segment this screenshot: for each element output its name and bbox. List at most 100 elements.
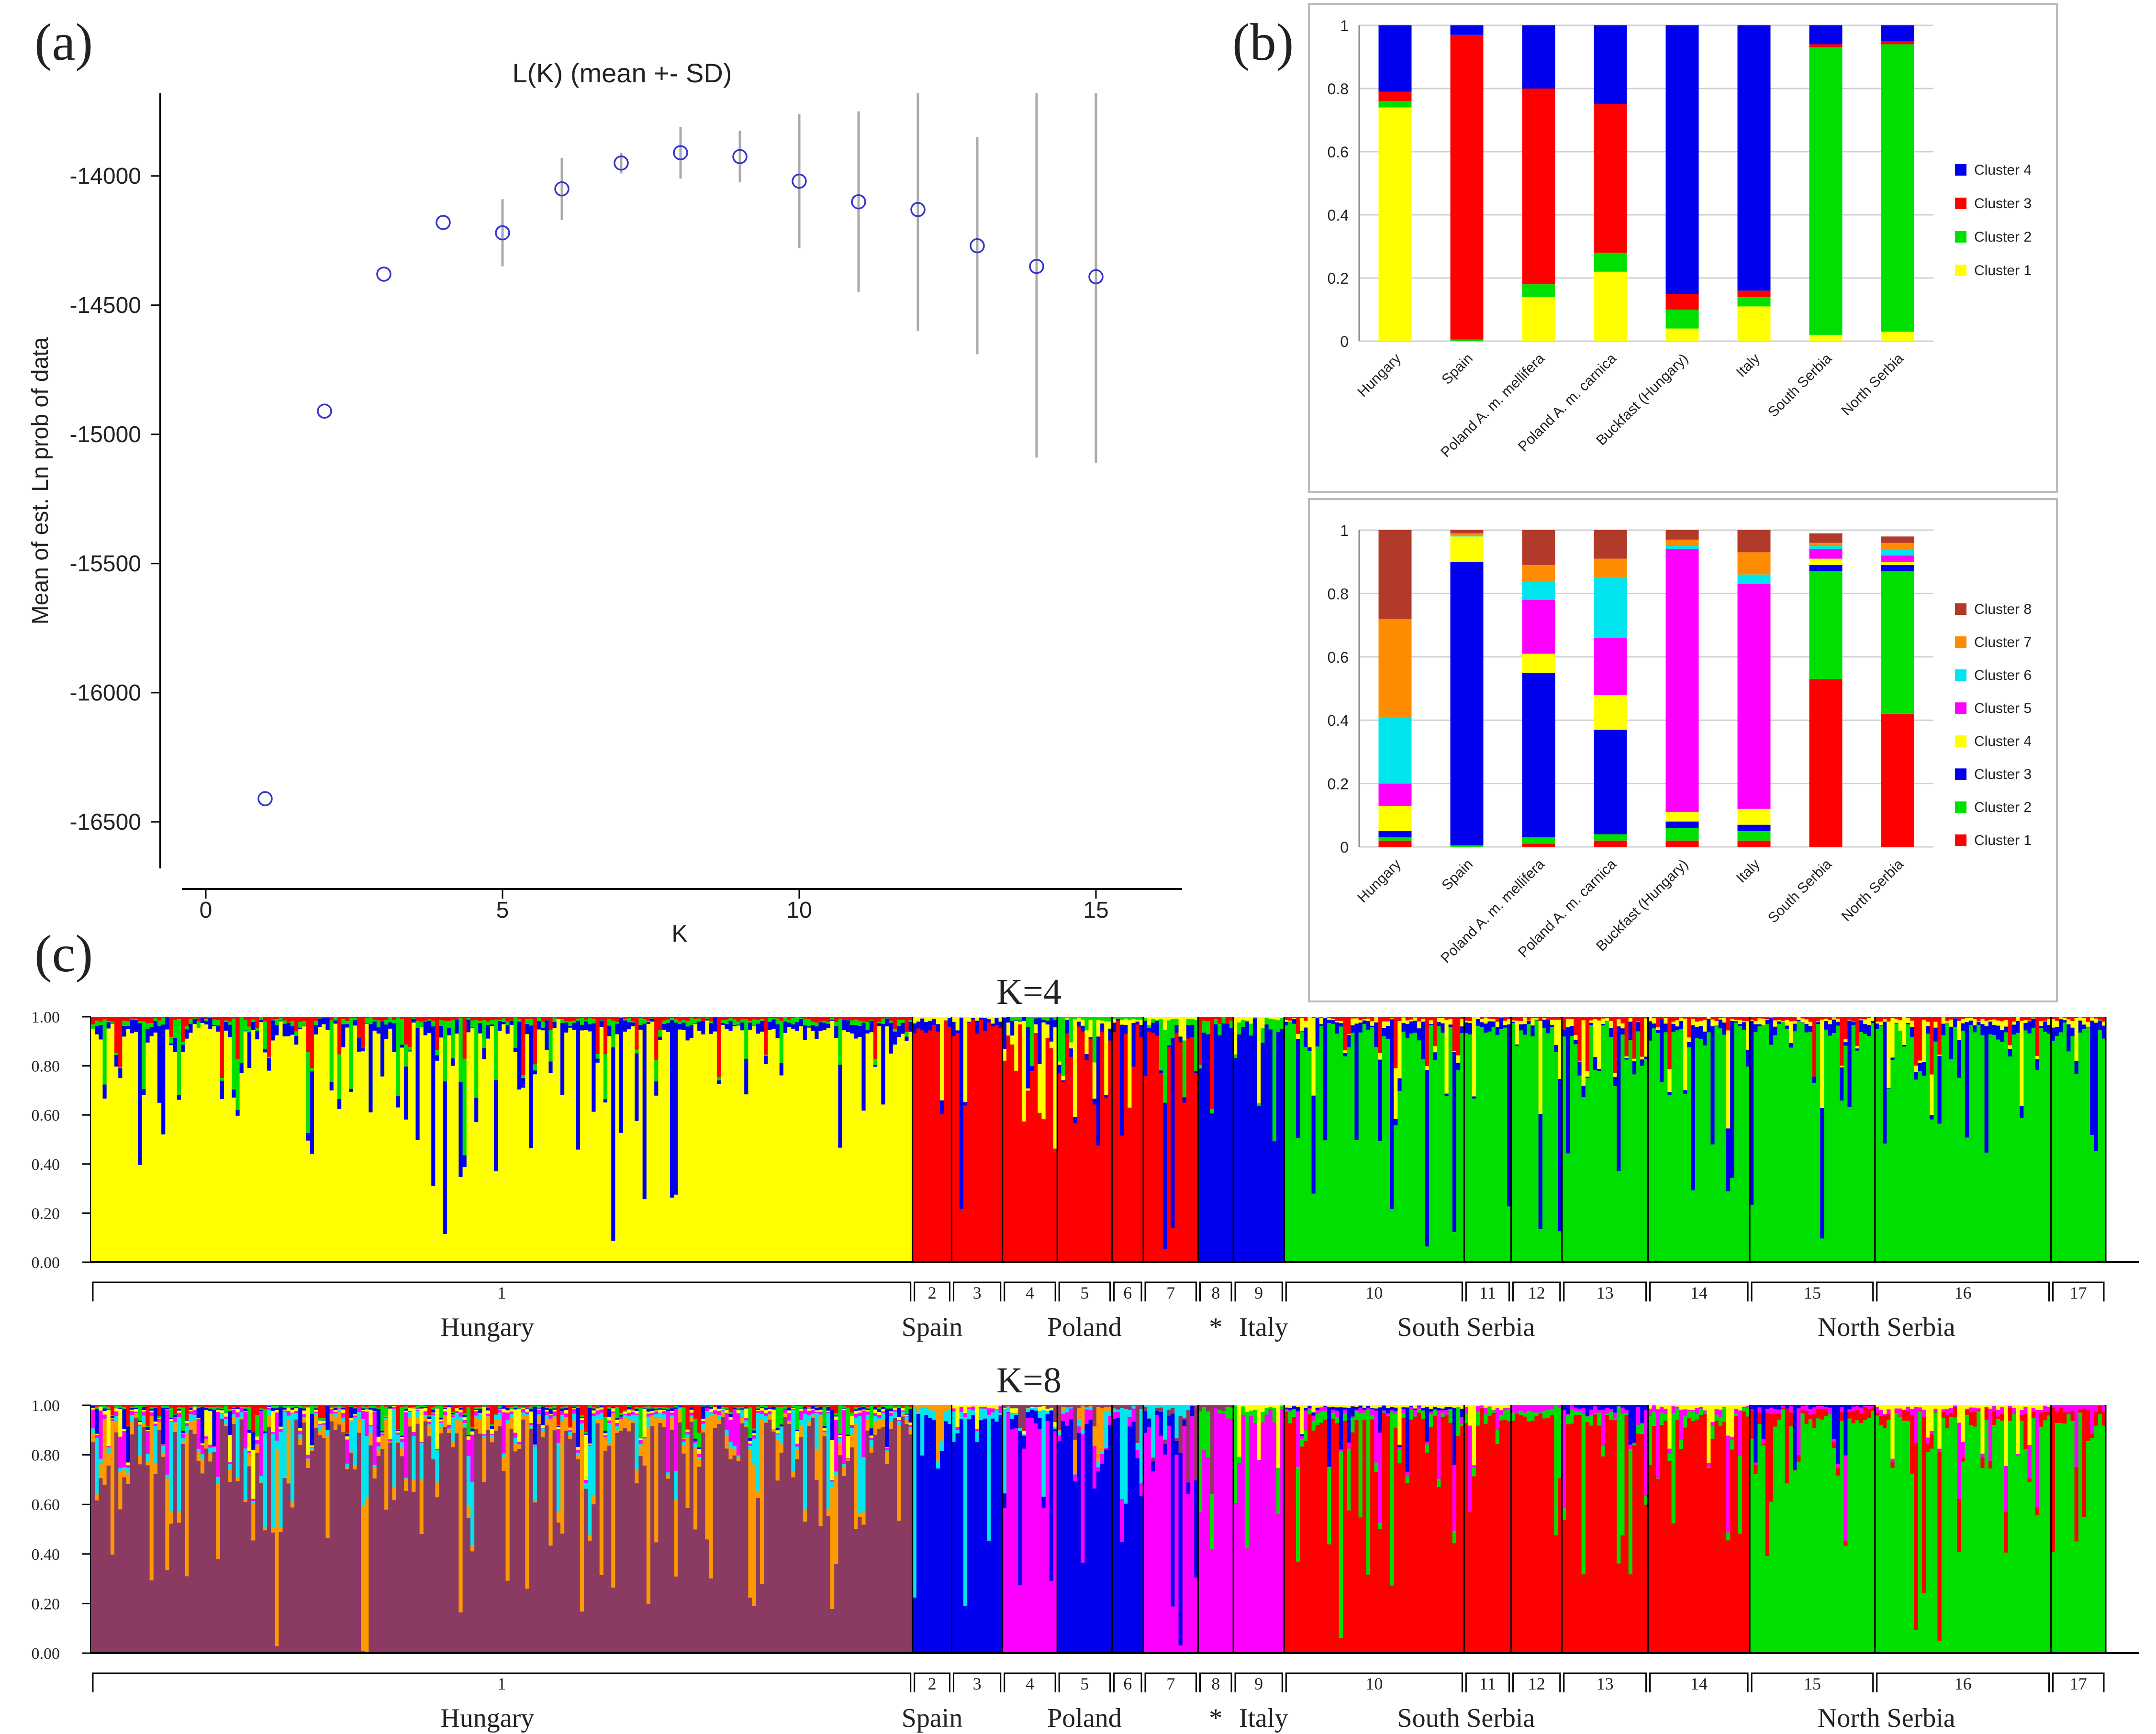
chart-k4-individual-bar — [2023, 1023, 2028, 1031]
chart-k8-individual-bar — [337, 1424, 342, 1654]
chart-k8-individual-bar — [588, 1443, 592, 1445]
chart-k8-individual-bar — [607, 1444, 612, 1446]
chart-k8-individual-bar — [865, 1407, 870, 1409]
chart-k4-individual-bar — [1687, 1042, 1692, 1047]
chart-k8-individual-bar — [1119, 1405, 1124, 1408]
chart-k4-individual-bar — [357, 1017, 361, 1038]
chart-k8-individual-bar — [263, 1527, 268, 1531]
chart-k4-individual-bar — [255, 1031, 260, 1040]
chart-k4-individual-bar — [1484, 1017, 1488, 1018]
chart-k8-individual-bar — [1664, 1420, 1668, 1654]
chart-k4-individual-bar — [1088, 1038, 1093, 1263]
chart-k4-individual-bar — [1609, 1021, 1613, 1028]
chart-k8-individual-bar — [130, 1406, 134, 1409]
chart-a-ytick-label: -16500 — [70, 810, 141, 835]
chart-k8-individual-bar — [1503, 1405, 1508, 1409]
chart-k8-individual-bar — [290, 1501, 295, 1508]
chart-k4-individual-bar — [431, 1186, 436, 1263]
chart-k8-individual-bar — [1202, 1449, 1206, 1654]
chart-k4-individual-bar — [1409, 1021, 1414, 1034]
chart-k4-individual-bar — [212, 1026, 217, 1263]
chart-k8-individual-bar — [1162, 1439, 1167, 1445]
chart-k8-individual-bar — [1757, 1423, 1762, 1654]
chart-k8-individual-bar — [118, 1407, 123, 1409]
chart-k4-individual-bar — [1503, 1027, 1508, 1263]
chart-k4-individual-bar — [1292, 1018, 1296, 1019]
chart-k8-individual-bar — [1679, 1448, 1684, 1654]
chart-k4-individual-bar — [1640, 1066, 1644, 1263]
chart-k8-individual-bar — [451, 1405, 455, 1412]
chart-k4-individual-bar — [502, 1022, 506, 1024]
chart-k8-individual-bar — [768, 1407, 772, 1410]
chart-k8-individual-bar — [1754, 1464, 1758, 1474]
chart-k4-individual-bar — [345, 1021, 350, 1024]
chart-k8-individual-bar — [619, 1412, 624, 1415]
chart-k8-individual-bar — [392, 1500, 397, 1654]
chart-k8-individual-bar — [1182, 1405, 1187, 1418]
chart-k4-individual-bar — [290, 1017, 295, 1021]
chart-k4-individual-bar — [615, 1022, 620, 1024]
chart-k8-individual-bar — [102, 1418, 107, 1420]
chart-k8-individual-bar — [705, 1405, 710, 1406]
chart-k8-individual-bar — [689, 1407, 694, 1410]
chart-k4-individual-bar — [91, 1029, 95, 1263]
chart-k4-individual-bar — [795, 1017, 800, 1023]
chart-k4-individual-bar — [439, 1017, 444, 1021]
chart-k4-individual-bar — [1092, 1104, 1097, 1263]
chart-k4-individual-bar — [2031, 1017, 2036, 1018]
chart-k4-individual-bar — [740, 1022, 745, 1031]
chart-k8-individual-bar — [822, 1426, 827, 1428]
chart-k4-individual-bar — [795, 1031, 800, 1263]
chart-k8-individual-bar — [1002, 1493, 1007, 1508]
chart-k8-individual-bar — [329, 1413, 334, 1414]
chart-k4-individual-bar — [1284, 1022, 1289, 1026]
chart-k4-individual-bar — [161, 1018, 166, 1025]
chart-k8-individual-bar — [1816, 1406, 1821, 1409]
chart-k4-individual-bar — [1628, 1017, 1633, 1018]
chart-k4-individual-bar — [1953, 1018, 1957, 1027]
chart-k8-individual-bar — [599, 1409, 604, 1413]
chart-k4-individual-bar — [1284, 1017, 1289, 1020]
chart-k4-individual-bar — [834, 1017, 838, 1022]
chart-k4-individual-bar — [349, 1017, 354, 1018]
chart-k4-individual-bar — [1108, 1028, 1113, 1041]
chart-k4-individual-bar — [126, 1029, 131, 1263]
chart-k4-individual-bar — [466, 1032, 471, 1263]
chart-k4-individual-bar — [138, 1165, 142, 1263]
chart-k8-individual-bar — [716, 1406, 721, 1409]
chart-k4-individual-bar — [1006, 1035, 1011, 1263]
chart-k8-individual-bar — [294, 1418, 299, 1420]
chart-k8-individual-bar — [1065, 1412, 1070, 1426]
chart-k4-individual-bar — [1914, 1079, 1919, 1263]
chart-k4-individual-bar — [1077, 1017, 1081, 1018]
chart-k8-individual-bar — [1405, 1472, 1410, 1477]
chart-k8-individual-bar — [153, 1462, 158, 1474]
chart-k8-individual-bar — [1018, 1431, 1023, 1586]
chart-k8-individual-bar — [1280, 1405, 1285, 1406]
chart-k4-individual-bar — [1112, 1018, 1117, 1023]
chart-k4-individual-bar — [1304, 1017, 1308, 1021]
chart-k4-individual-bar — [2074, 1018, 2079, 1061]
chart-k4-individual-bar — [1570, 1035, 1574, 1263]
chart-k8-individual-bar — [470, 1405, 475, 1427]
chart-k8-individual-bar — [991, 1405, 995, 1409]
chart-k8-individual-bar — [388, 1442, 393, 1654]
chart-k8-individual-bar — [181, 1407, 185, 1432]
chart-k4-individual-bar — [99, 1039, 103, 1263]
chart-k4-individual-bar — [1135, 1017, 1140, 1020]
chart-bb-bar-segment — [1450, 530, 1484, 534]
chart-k8-individual-bar — [662, 1409, 667, 1411]
chart-k8-individual-bar — [1695, 1414, 1699, 1420]
chart-k4-individual-bar — [1835, 1022, 1840, 1026]
chart-k4-individual-bar — [658, 1040, 663, 1263]
chart-k8-individual-bar — [325, 1430, 330, 1437]
chart-k8-individual-bar — [1264, 1407, 1269, 1415]
chart-k4-individual-bar — [716, 1084, 721, 1263]
chart-k8-individual-bar — [572, 1413, 577, 1421]
chart-k4-individual-bar — [126, 1021, 131, 1026]
chart-k4-individual-bar — [1632, 1074, 1637, 1263]
chart-k4-individual-bar — [1949, 1019, 1954, 1027]
chart-k8-individual-bar — [126, 1467, 131, 1473]
chart-k4-individual-bar — [615, 1023, 620, 1034]
